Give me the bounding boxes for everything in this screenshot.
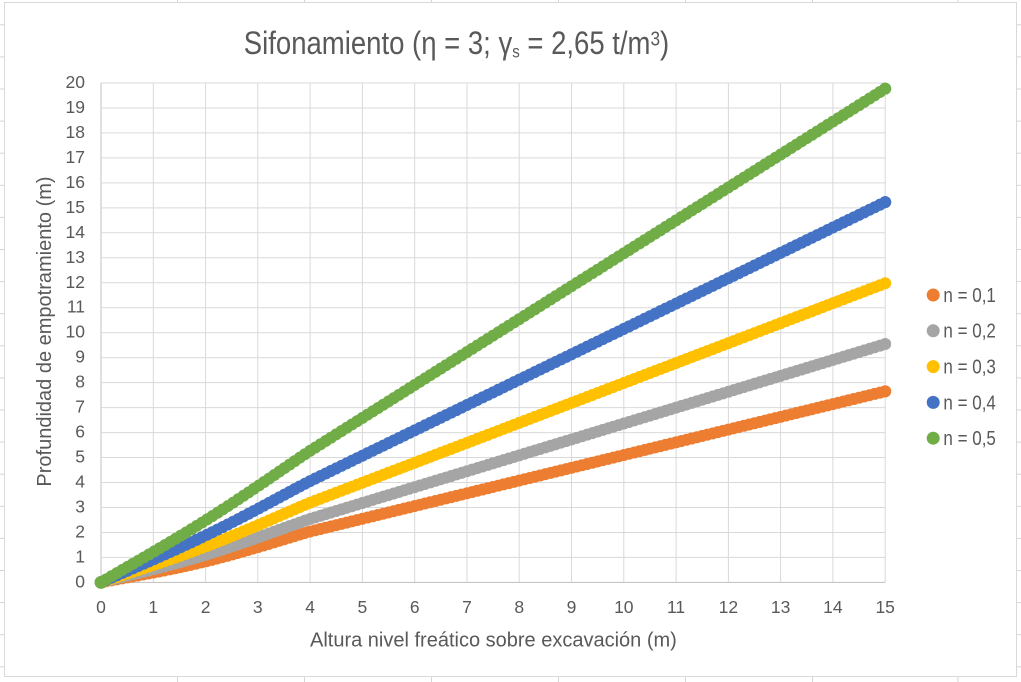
svg-text:7: 7 bbox=[462, 597, 472, 617]
svg-text:6: 6 bbox=[410, 597, 420, 617]
svg-text:10: 10 bbox=[66, 322, 86, 342]
svg-text:19: 19 bbox=[66, 97, 85, 117]
svg-text:5: 5 bbox=[358, 597, 368, 617]
svg-text:7: 7 bbox=[75, 397, 85, 417]
svg-text:4: 4 bbox=[75, 472, 85, 492]
svg-text:4: 4 bbox=[305, 597, 315, 617]
svg-text:6: 6 bbox=[75, 422, 85, 442]
svg-text:0: 0 bbox=[75, 571, 85, 591]
svg-text:14: 14 bbox=[823, 597, 843, 617]
svg-text:3: 3 bbox=[253, 597, 263, 617]
svg-text:n = 0,1: n = 0,1 bbox=[943, 285, 996, 307]
svg-text:1: 1 bbox=[75, 546, 85, 566]
svg-text:3: 3 bbox=[75, 497, 85, 517]
svg-text:12: 12 bbox=[719, 597, 738, 617]
svg-text:16: 16 bbox=[66, 172, 85, 192]
svg-text:0: 0 bbox=[96, 597, 106, 617]
svg-text:Sifonamiento (η = 3; γs = 2,65: Sifonamiento (η = 3; γs = 2,65 t/m3) bbox=[244, 25, 669, 62]
svg-text:15: 15 bbox=[66, 197, 85, 217]
svg-text:n = 0,4: n = 0,4 bbox=[943, 392, 996, 414]
svg-text:18: 18 bbox=[66, 122, 85, 142]
svg-text:9: 9 bbox=[567, 597, 577, 617]
svg-text:2: 2 bbox=[75, 522, 85, 542]
svg-text:n = 0,3: n = 0,3 bbox=[943, 357, 996, 379]
svg-text:Profundidad de empotramiento (: Profundidad de empotramiento (m) bbox=[34, 176, 56, 486]
svg-text:15: 15 bbox=[875, 597, 894, 617]
svg-text:12: 12 bbox=[66, 272, 85, 292]
svg-text:13: 13 bbox=[66, 247, 85, 267]
svg-text:10: 10 bbox=[614, 597, 634, 617]
svg-text:n = 0,5: n = 0,5 bbox=[943, 428, 996, 450]
svg-text:8: 8 bbox=[514, 597, 524, 617]
svg-text:n = 0,2: n = 0,2 bbox=[943, 321, 996, 343]
svg-text:13: 13 bbox=[771, 597, 790, 617]
svg-text:8: 8 bbox=[75, 372, 85, 392]
svg-text:Altura nivel freático sobre ex: Altura nivel freático sobre excavación (… bbox=[310, 629, 677, 651]
svg-text:11: 11 bbox=[67, 297, 85, 317]
svg-text:14: 14 bbox=[66, 222, 86, 242]
svg-text:17: 17 bbox=[66, 147, 85, 167]
svg-text:2: 2 bbox=[201, 597, 211, 617]
svg-text:5: 5 bbox=[75, 447, 85, 467]
svg-text:11: 11 bbox=[667, 597, 685, 617]
svg-text:20: 20 bbox=[66, 72, 86, 92]
svg-text:9: 9 bbox=[75, 347, 85, 367]
svg-text:1: 1 bbox=[148, 597, 158, 617]
